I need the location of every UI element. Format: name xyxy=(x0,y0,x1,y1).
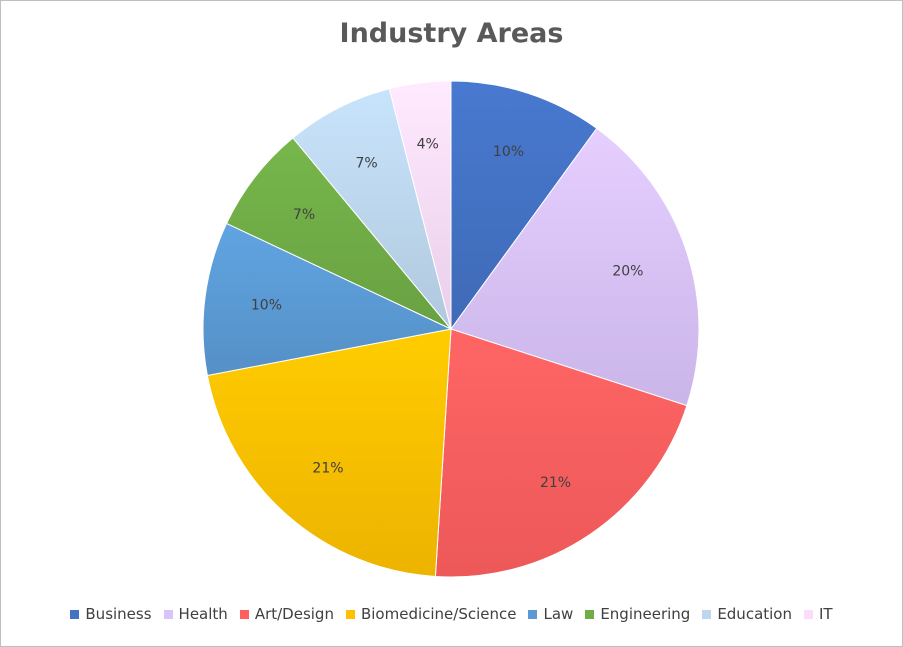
legend-swatch xyxy=(239,609,249,619)
pie-slice-engineering xyxy=(225,137,452,330)
data-label-health: 20% xyxy=(612,264,643,280)
legend-swatch xyxy=(70,609,80,619)
pie-slice-law xyxy=(202,222,453,377)
pie-slice-business xyxy=(450,80,598,331)
legend-label: Business xyxy=(85,605,152,623)
pie-slice-health xyxy=(450,127,700,407)
legend-label: Education xyxy=(717,605,792,623)
data-label-engineering: 7% xyxy=(293,207,315,223)
pie-slice-education xyxy=(292,88,452,330)
legend-label: Art/Design xyxy=(254,605,334,623)
legend-item-biomedicine-science: Biomedicine/Science xyxy=(345,605,517,623)
pie-slice-biomedicine-science xyxy=(206,328,452,578)
pie-slice-art-design xyxy=(434,328,688,578)
legend-item-health: Health xyxy=(163,605,228,623)
legend-swatch xyxy=(528,609,538,619)
chart-legend: Business Health Art/Design Biomedicine/Scie… xyxy=(0,605,903,623)
legend-label: Law xyxy=(543,605,574,623)
data-label-business: 10% xyxy=(493,144,524,160)
data-label-law: 10% xyxy=(251,298,282,314)
legend-label: IT xyxy=(819,605,833,623)
data-label-it: 4% xyxy=(417,136,439,152)
pie-slice-it xyxy=(388,80,452,330)
legend-label: Biomedicine/Science xyxy=(360,605,517,623)
legend-swatch xyxy=(585,609,595,619)
data-label-art-design: 21% xyxy=(540,475,571,491)
legend-label: Health xyxy=(178,605,228,623)
data-label-education: 7% xyxy=(355,155,377,171)
legend-item-art-design: Art/Design xyxy=(239,605,334,623)
legend-swatch xyxy=(163,609,173,619)
legend-swatch xyxy=(804,609,813,619)
legend-label: Engineering xyxy=(600,605,691,623)
legend-item-law: Law xyxy=(528,605,573,623)
legend-item-education: Education xyxy=(702,605,792,623)
legend-swatch xyxy=(345,609,355,619)
data-label-biomedicine-science: 21% xyxy=(312,461,343,477)
legend-swatch xyxy=(702,609,712,619)
legend-item-it: IT xyxy=(804,605,833,623)
chart-title: Industry Areas xyxy=(339,18,564,49)
legend-item-business: Business xyxy=(70,605,152,623)
legend-item-engineering: Engineering xyxy=(585,605,690,623)
